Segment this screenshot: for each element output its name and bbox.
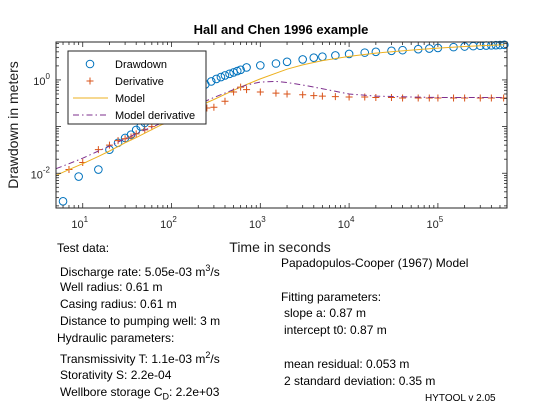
derivative-point: [221, 97, 229, 105]
derivative-point: [272, 89, 280, 97]
derivative-point: [414, 94, 422, 102]
derivative-point: [132, 130, 140, 138]
drawdown-point: [220, 71, 230, 80]
hydraulic-title: Hydraulic parameters:: [57, 331, 175, 345]
drawdown-point: [360, 48, 370, 57]
slope: slope a: 0.87 m: [284, 306, 367, 320]
drawdown-point: [271, 59, 281, 68]
discharge-rate: Discharge rate: 5.05e-03 m3/s: [60, 263, 220, 279]
derivative-point: [318, 92, 326, 100]
y-axis-label: Drawdown in meters: [5, 61, 21, 189]
drawdown-point: [282, 57, 292, 67]
chart-title: Hall and Chen 1996 example: [194, 22, 369, 37]
legend-label-derivative: Derivative: [115, 76, 164, 88]
legend-box: [67, 50, 207, 125]
legend-swatch-drawdown: [85, 59, 95, 69]
legend-items: Drawdown Derivative Model Model derivative: [73, 59, 195, 122]
derivative-point: [310, 92, 318, 100]
derivative-point: [210, 103, 218, 111]
drawdown-point: [206, 77, 216, 86]
model-derivative-line: [55, 80, 505, 170]
discharge-rate-text: Discharge rate: 5.05e-03 m: [60, 265, 206, 279]
drawdown-point: [344, 49, 354, 59]
derivative-point: [345, 93, 353, 101]
model-derivative-series: [55, 80, 505, 170]
legend-label-model: Model: [115, 93, 145, 105]
x-tick-label: 104: [338, 215, 355, 231]
derivative-point: [361, 93, 369, 101]
x-tick-label: 102: [160, 215, 177, 231]
std-deviation: 2 standard deviation: 0.35 m: [284, 374, 436, 388]
test-data-title: Test data:: [57, 241, 110, 255]
drawdown-point: [298, 55, 307, 64]
x-tick-label: 101: [71, 215, 88, 231]
drawdown-point: [225, 69, 234, 79]
drawdown-point: [212, 74, 221, 84]
legend-label-model-derivative: Model derivative: [115, 110, 195, 122]
y-tick-label: 100: [33, 72, 50, 88]
derivative-point: [283, 90, 291, 98]
derivative-point: [243, 86, 251, 94]
model-series: [55, 44, 505, 176]
transmissivity-unit: /s: [210, 352, 220, 366]
wellbore-storage-value: : 2.2e+03: [169, 385, 220, 399]
drawdown-point: [236, 65, 245, 75]
model-line: [55, 44, 505, 176]
storativity: Storativity S: 2.2e-04: [60, 368, 172, 382]
drawdown-point: [387, 46, 396, 56]
casing-radius: Casing radius: 0.61 m: [60, 297, 177, 311]
drawdown-point: [74, 172, 83, 181]
legend-swatch-derivative: [86, 77, 94, 85]
wellbore-storage-text: Wellbore storage C: [60, 385, 163, 399]
derivative-point: [372, 94, 380, 102]
transmissivity-text: Transmissivity T: 1.1e-03 m: [60, 352, 206, 366]
derivative-point: [94, 146, 102, 154]
legend-label-drawdown: Drawdown: [115, 59, 167, 71]
drawdown-point: [256, 61, 265, 70]
derivative-point: [425, 94, 433, 102]
x-axis-label: Time in seconds: [229, 239, 330, 255]
transmissivity-sup: 2: [205, 350, 211, 360]
derivative-point: [331, 93, 339, 101]
drawdown-point: [216, 72, 226, 82]
version-label: HYTOOL v 2.05: [425, 393, 496, 404]
transmissivity: Transmissivity T: 1.1e-03 m2/s: [60, 350, 220, 366]
discharge-rate-unit: /s: [210, 265, 220, 279]
drawdown-point: [371, 47, 381, 57]
derivative-point: [105, 141, 113, 149]
x-tick-label: 105: [427, 215, 444, 231]
mean-residual: mean residual: 0.053 m: [284, 357, 410, 371]
derivative-point: [387, 94, 395, 102]
discharge-rate-sup: 3: [205, 263, 211, 273]
x-tick-label: 103: [249, 215, 266, 231]
derivative-point: [256, 88, 264, 96]
derivative-point: [127, 133, 135, 141]
y-tick-label: 10-2: [31, 165, 51, 181]
drawdown-point: [94, 165, 103, 174]
wellbore-storage-sub: D: [162, 391, 170, 402]
derivative-point: [299, 91, 307, 99]
wellbore-storage: Wellbore storage CD: 2.2e+03: [60, 385, 219, 401]
derivative-point: [399, 94, 407, 102]
derivative-point: [121, 135, 129, 143]
drawdown-point: [242, 63, 251, 72]
plot-frame: [55, 41, 508, 209]
distance-to-well: Distance to pumping well: 3 m: [60, 314, 221, 328]
tick-layer: 101 102 103 104 105 10-2 100: [31, 42, 508, 231]
drawdown-point: [331, 51, 340, 60]
drawdown-point: [309, 53, 319, 62]
well-radius: Well radius: 0.61 m: [60, 280, 163, 294]
fitting-title: Fitting parameters:: [281, 290, 382, 304]
intercept: intercept t0: 0.87 m: [284, 323, 387, 337]
legend: Drawdown Derivative Model Model derivative: [67, 50, 207, 125]
model-name: Papadopulos-Cooper (1967) Model: [281, 256, 469, 270]
